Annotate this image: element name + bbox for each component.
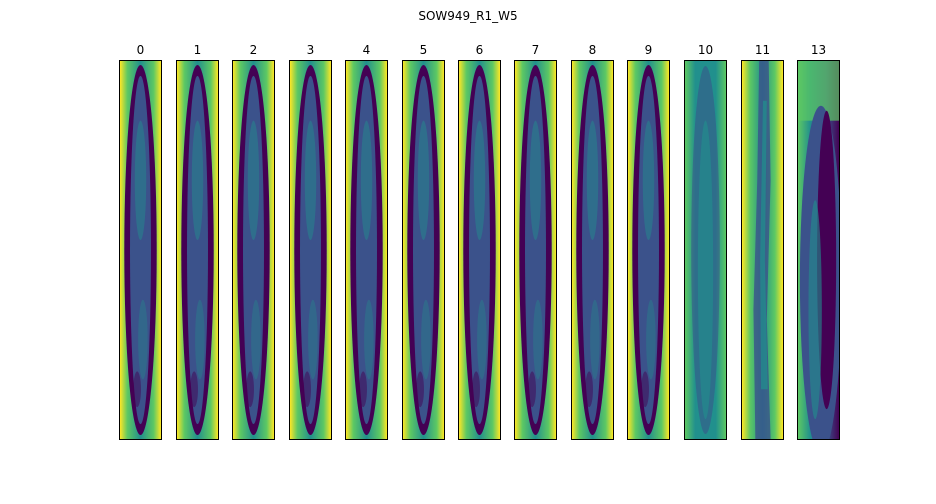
cell-image <box>741 60 784 440</box>
panel-label: 9 <box>644 43 653 57</box>
cell-image <box>289 60 332 440</box>
panel-label: 1 <box>193 43 202 57</box>
cell-image <box>571 60 614 440</box>
panel-label: 8 <box>588 43 597 57</box>
panel-label: 0 <box>136 43 145 57</box>
panel-13: 13 <box>797 43 840 440</box>
panel-label: 10 <box>697 43 714 57</box>
panel-8: 8 <box>571 43 614 440</box>
cell-image <box>119 60 162 440</box>
panel-label: 5 <box>419 43 428 57</box>
cell-image <box>345 60 388 440</box>
panel-label: 13 <box>810 43 827 57</box>
cell-image <box>684 60 727 440</box>
panel-0: 0 <box>119 43 162 440</box>
figure-title: SOW949_R1_W5 <box>418 9 518 23</box>
panel-label: 7 <box>531 43 540 57</box>
panel-label: 11 <box>754 43 771 57</box>
panel-3: 3 <box>289 43 332 440</box>
cell-image <box>232 60 275 440</box>
panel-7: 7 <box>514 43 557 440</box>
panel-label: 6 <box>475 43 484 57</box>
panel-11: 11 <box>741 43 784 440</box>
cell-image <box>627 60 670 440</box>
panel-label: 2 <box>249 43 258 57</box>
panel-2: 2 <box>232 43 275 440</box>
panel-10: 10 <box>684 43 727 440</box>
panel-9: 9 <box>627 43 670 440</box>
panel-5: 5 <box>402 43 445 440</box>
cell-image <box>458 60 501 440</box>
panel-label: 3 <box>306 43 315 57</box>
panel-6: 6 <box>458 43 501 440</box>
panel-4: 4 <box>345 43 388 440</box>
cell-image <box>402 60 445 440</box>
cell-image <box>176 60 219 440</box>
panel-label: 4 <box>362 43 371 57</box>
cell-image <box>514 60 557 440</box>
cell-image <box>797 60 840 440</box>
panel-1: 1 <box>176 43 219 440</box>
